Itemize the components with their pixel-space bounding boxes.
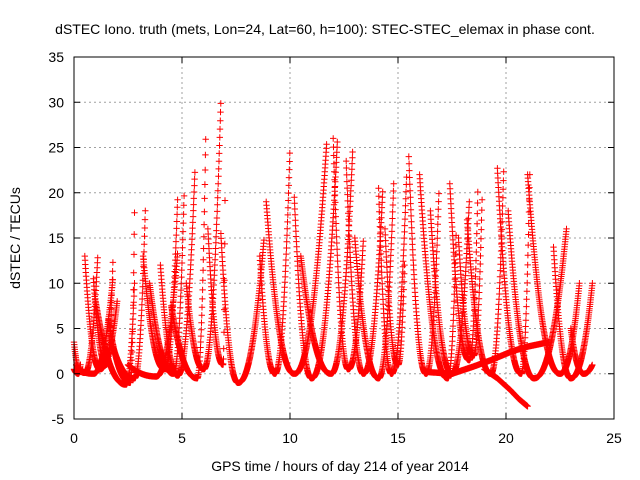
satellite-pass-series	[455, 196, 486, 359]
y-tick-label: -5	[52, 411, 65, 427]
extra-trace-series	[422, 338, 553, 377]
satellite-pass-series	[204, 197, 229, 368]
plus-markers	[168, 136, 209, 382]
x-tick-label: 20	[498, 430, 514, 446]
satellite-pass-series	[109, 207, 149, 382]
plus-markers	[351, 180, 397, 382]
satellite-pass-series	[351, 180, 397, 382]
plus-markers	[455, 196, 486, 359]
satellite-pass-series	[524, 171, 583, 377]
y-tick-label: 15	[48, 230, 64, 246]
plus-markers	[256, 149, 293, 377]
satellite-pass-series	[375, 173, 410, 377]
satellite-pass-series	[217, 230, 268, 386]
plus-markers	[524, 171, 583, 377]
x-axis-label: GPS time / hours of day 214 of year 2014	[211, 458, 469, 474]
x-tick-label: 10	[282, 430, 298, 446]
plus-markers	[381, 225, 408, 368]
plus-markers	[204, 197, 229, 368]
satellite-pass-series	[168, 136, 209, 382]
plus-markers	[567, 325, 596, 377]
satellite-pass-series	[256, 149, 293, 377]
plus-markers	[109, 207, 149, 382]
x-tick-label: 0	[70, 430, 78, 446]
satellite-pass-series	[263, 141, 330, 377]
x-tick-label: 25	[606, 430, 622, 446]
plus-markers	[375, 173, 410, 377]
y-tick-label: 30	[48, 94, 64, 110]
y-tick-label: 5	[56, 321, 64, 337]
x-tick-label: 15	[390, 430, 406, 446]
y-tick-label: 0	[56, 366, 64, 382]
satellite-pass-series	[567, 325, 596, 377]
satellite-pass-series	[381, 225, 408, 368]
x-tick-label: 5	[178, 430, 186, 446]
chart-title: dSTEC Iono. truth (mets, Lon=24, Lat=60,…	[55, 21, 595, 37]
plus-markers	[217, 230, 268, 386]
data-layer	[70, 100, 596, 410]
y-tick-label: 10	[48, 275, 64, 291]
satellite-pass-series	[291, 138, 341, 382]
grid	[74, 57, 614, 419]
ticks: 0 5 10 15 20 25 -5 0 5 10 15 20 25 30 35	[48, 49, 622, 446]
y-axis-label: dSTEC / TECUs	[7, 187, 23, 289]
plus-markers	[422, 338, 553, 377]
plus-markers	[481, 366, 531, 410]
extra-trace-series	[481, 366, 531, 410]
y-tick-label: 35	[48, 49, 64, 65]
y-tick-label: 20	[48, 185, 64, 201]
y-tick-label: 25	[48, 140, 64, 156]
plus-markers	[263, 141, 330, 377]
plus-markers	[291, 138, 341, 382]
